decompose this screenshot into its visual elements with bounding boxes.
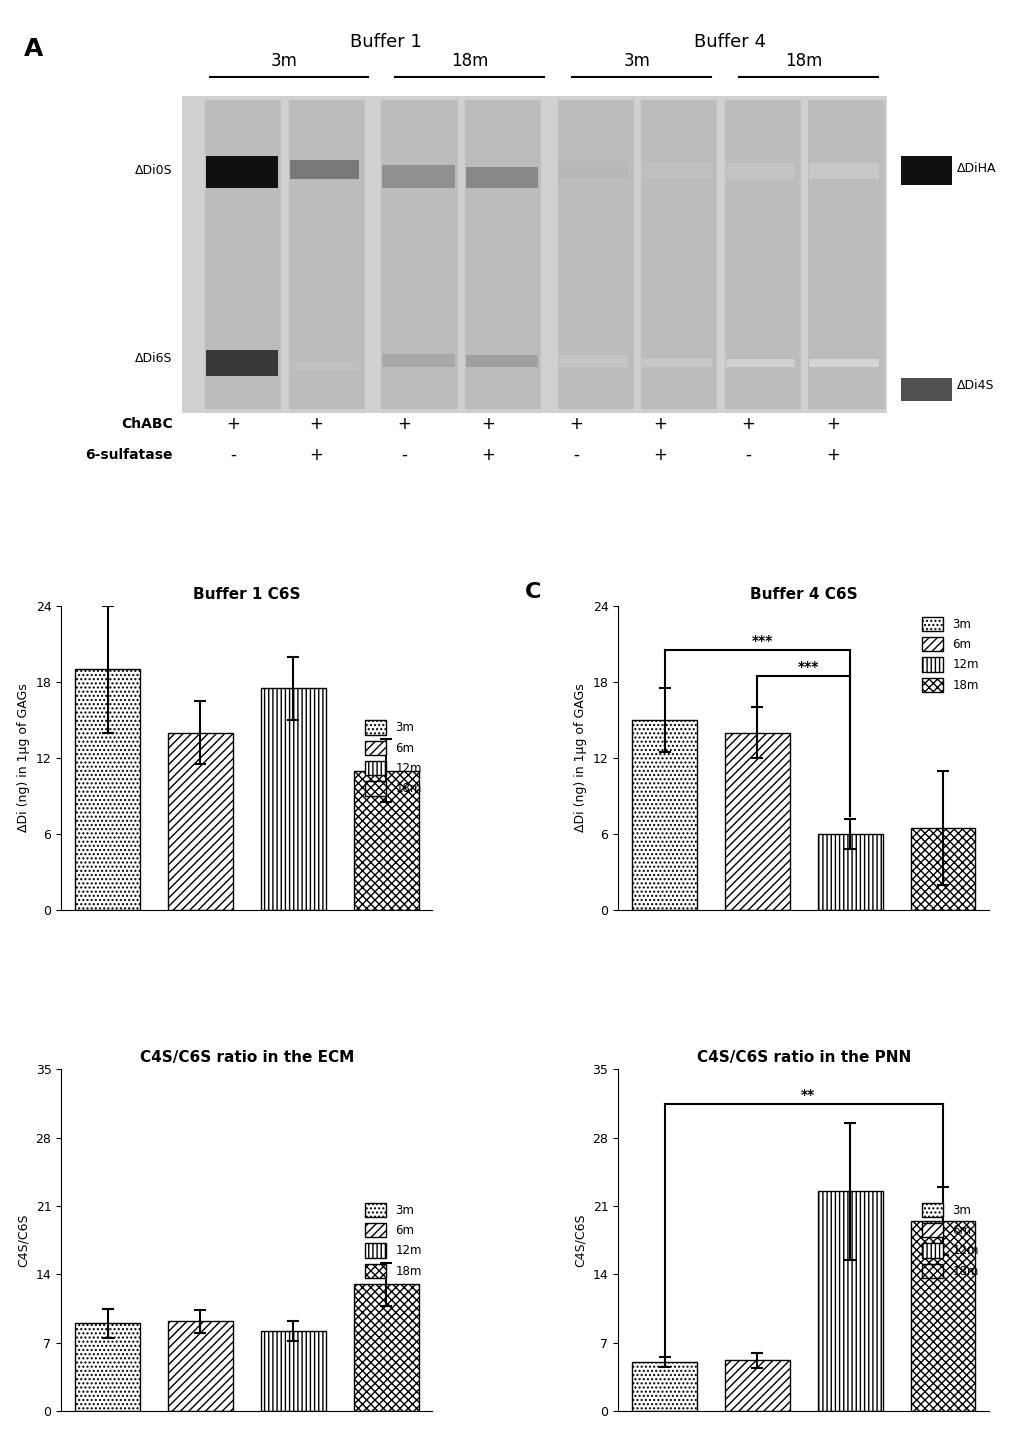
Bar xyxy=(466,167,538,187)
Text: +: + xyxy=(309,446,323,464)
Text: +: + xyxy=(481,446,494,464)
Bar xyxy=(901,377,952,400)
Text: Buffer 1: Buffer 1 xyxy=(350,33,422,50)
Bar xyxy=(381,99,458,409)
Y-axis label: ΔDi (ng) in 1μg of GAGs: ΔDi (ng) in 1μg of GAGs xyxy=(17,684,30,832)
Text: -: - xyxy=(745,446,750,464)
Bar xyxy=(726,359,795,367)
Bar xyxy=(168,1322,232,1411)
Bar xyxy=(289,160,359,179)
Text: -: - xyxy=(573,446,579,464)
Text: +: + xyxy=(569,415,583,432)
Bar xyxy=(206,350,278,376)
Text: +: + xyxy=(825,446,840,464)
Bar xyxy=(641,99,716,409)
Text: +: + xyxy=(652,446,666,464)
Text: 3m: 3m xyxy=(623,52,649,71)
Bar xyxy=(808,99,883,409)
Text: +: + xyxy=(309,415,323,432)
Text: -: - xyxy=(229,446,235,464)
Bar xyxy=(632,1362,696,1411)
Title: Buffer 1 C6S: Buffer 1 C6S xyxy=(193,588,301,602)
Bar xyxy=(642,359,711,367)
Text: +: + xyxy=(481,415,494,432)
Bar xyxy=(725,733,789,910)
Bar xyxy=(288,99,365,409)
Bar xyxy=(261,688,325,910)
Text: -: - xyxy=(401,446,408,464)
Title: Buffer 4 C6S: Buffer 4 C6S xyxy=(749,588,857,602)
Bar xyxy=(168,733,232,910)
Bar xyxy=(910,828,974,910)
Bar xyxy=(466,356,538,367)
Bar xyxy=(205,99,281,409)
Title: C4S/C6S ratio in the ECM: C4S/C6S ratio in the ECM xyxy=(140,1050,354,1066)
Legend: 3m, 6m, 12m, 18m: 3m, 6m, 12m, 18m xyxy=(916,1198,982,1283)
Text: +: + xyxy=(397,415,412,432)
Bar xyxy=(354,1284,418,1411)
Bar xyxy=(725,1361,789,1411)
Bar xyxy=(354,770,418,910)
Text: 3m: 3m xyxy=(270,52,298,71)
Bar xyxy=(558,163,628,179)
Bar xyxy=(289,361,359,372)
Text: 6-sulfatase: 6-sulfatase xyxy=(85,448,172,462)
Bar xyxy=(557,99,633,409)
Y-axis label: C4S/C6S: C4S/C6S xyxy=(574,1214,586,1267)
Bar xyxy=(75,670,140,910)
Legend: 3m, 6m, 12m, 18m: 3m, 6m, 12m, 18m xyxy=(916,612,982,697)
Bar xyxy=(465,99,540,409)
Bar xyxy=(642,163,711,179)
Text: C: C xyxy=(525,582,541,602)
Legend: 3m, 6m, 12m, 18m: 3m, 6m, 12m, 18m xyxy=(360,716,426,801)
Y-axis label: C4S/C6S: C4S/C6S xyxy=(17,1214,30,1267)
Bar xyxy=(261,1331,325,1411)
Text: 18m: 18m xyxy=(785,52,821,71)
Bar xyxy=(726,163,795,179)
Y-axis label: ΔDi (ng) in 1μg of GAGs: ΔDi (ng) in 1μg of GAGs xyxy=(574,684,586,832)
Text: ***: *** xyxy=(797,660,818,674)
Text: **: ** xyxy=(801,1089,815,1102)
Text: +: + xyxy=(825,415,840,432)
Legend: 3m, 6m, 12m, 18m: 3m, 6m, 12m, 18m xyxy=(360,1198,426,1283)
Bar xyxy=(558,356,628,367)
Text: +: + xyxy=(226,415,239,432)
Text: ΔDi0S: ΔDi0S xyxy=(135,164,172,177)
Bar xyxy=(382,354,454,367)
Text: 18m: 18m xyxy=(450,52,488,71)
Bar xyxy=(206,156,278,187)
Text: +: + xyxy=(741,415,754,432)
Bar xyxy=(808,163,878,179)
Bar xyxy=(910,1221,974,1411)
Bar xyxy=(817,1191,881,1411)
Text: ΔDiHA: ΔDiHA xyxy=(956,163,996,176)
Bar xyxy=(75,1323,140,1411)
Title: C4S/C6S ratio in the PNN: C4S/C6S ratio in the PNN xyxy=(696,1050,910,1066)
Text: ***: *** xyxy=(751,635,772,648)
Text: A: A xyxy=(24,37,44,60)
Bar xyxy=(382,164,454,187)
Text: ChABC: ChABC xyxy=(120,416,172,431)
Bar xyxy=(632,720,696,910)
Bar xyxy=(901,156,952,186)
Text: ΔDi4S: ΔDi4S xyxy=(956,380,994,393)
Text: Buffer 4: Buffer 4 xyxy=(693,33,764,50)
Bar xyxy=(808,359,878,367)
Text: +: + xyxy=(652,415,666,432)
Text: ΔDi6S: ΔDi6S xyxy=(135,353,172,366)
Bar xyxy=(817,834,881,910)
Bar xyxy=(725,99,800,409)
Bar xyxy=(181,95,887,413)
